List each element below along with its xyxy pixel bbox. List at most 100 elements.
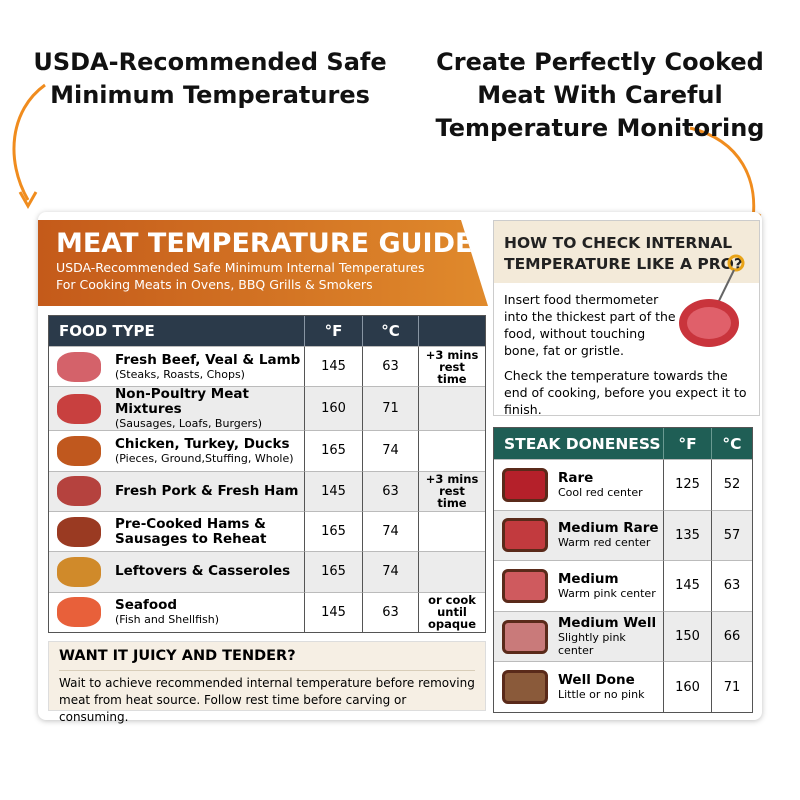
food-icon [57,435,101,466]
rest-note: +3 mins rest time [425,347,479,386]
steak-icon [502,568,548,603]
steak-detail: Cool red center [558,485,643,499]
food-text: Pre-Cooked Hams & Sausages to Reheat [115,515,304,547]
temp-f: 160 [664,661,712,712]
food-cell: Chicken, Turkey, Ducks (Pieces, Ground,St… [49,430,305,471]
food-text: Fresh Beef, Veal & Lamb (Steaks, Roasts, … [115,351,301,381]
steak-cell: Well Done Little or no pink [494,661,664,712]
steak-cell: Medium Well Slightly pink center [494,610,664,662]
steak-name: Well Done [558,672,635,689]
food-icon [57,393,101,424]
food-name: Leftovers & Casseroles [115,563,291,580]
food-icon [57,556,101,587]
header-cell: °C [363,316,419,346]
header-cell [419,316,485,346]
steak-name: Rare [558,469,594,486]
temp-c: 63 [363,346,419,387]
temp-c: 57 [712,509,752,561]
arrow-left [12,83,46,201]
callout-right: Create Perfectly Cooked Meat With Carefu… [435,48,765,142]
guide-title: MEAT TEMPERATURE GUIDE [56,228,474,259]
steak-name: Medium Rare [558,520,659,537]
food-name: Seafood [115,597,178,614]
note-cell [419,430,485,470]
food-cell: Leftovers & Casseroles [49,551,305,592]
note-cell: +3 mins rest time [419,346,485,386]
food-name: Fresh Beef, Veal & Lamb [115,351,301,368]
food-cell: Fresh Beef, Veal & Lamb (Steaks, Roasts, … [49,346,305,387]
header-cell: °F [664,428,712,459]
callout-left: USDA-Recommended Safe Minimum Temperatur… [33,48,387,109]
note-cell [419,510,485,551]
food-icon [57,516,101,547]
food-detail: (Steaks, Roasts, Chops) [115,367,245,381]
food-detail: (Fish and Shellfish) [115,613,220,627]
tip-title: WANT IT JUICY AND TENDER? [59,648,296,664]
rest-note: +3 mins rest time [425,472,479,511]
tip-box: WANT IT JUICY AND TENDER? Wait to achiev… [48,641,486,724]
note-cell [419,551,485,592]
tip-text: Wait to achieve recommended internal tem… [59,670,475,726]
temp-c: 63 [712,560,752,611]
arrowhead-left [18,191,38,210]
header-cell: °F [305,316,363,346]
steak-detail: Little or no pink [558,688,645,702]
food-icon [57,597,101,628]
steak-detail: Warm pink center [558,586,656,600]
temp-f: 135 [664,509,712,561]
steak-cell: Medium Rare Warm red center [494,509,664,561]
steak-icon [502,518,548,553]
temp-c: 52 [712,459,752,510]
food-text: Chicken, Turkey, Ducks (Pieces, Ground,St… [115,435,294,465]
food-icon [57,351,101,382]
arrow-right [689,126,756,226]
food-name: Chicken, Turkey, Ducks [115,435,290,452]
guide-subtitle: USDA-Recommended Safe Minimum Internal T… [56,260,425,275]
food-icon [57,476,101,507]
temp-c: 71 [363,386,419,431]
steak-text: Well Done Little or no pink [558,672,645,702]
meat-icon [679,254,745,347]
temp-c: 74 [363,510,419,552]
food-detail: (Sausages, Loafs, Burgers) [115,417,263,431]
food-name: Fresh Pork & Fresh Ham [115,482,299,499]
food-text: Non-Poultry Meat Mixtures (Sausages, Loaf… [115,386,304,431]
steak-icon [502,670,548,705]
food-text: Leftovers & Casseroles [115,564,290,579]
steak-text: Rare Cool red center [558,469,643,499]
check-paragraph: Check the temperature towards the end of… [504,368,747,417]
steak-detail: Warm red center [558,536,651,550]
check-paragraph: Insert food thermometer into the thickes… [504,292,676,358]
temp-f: 160 [305,386,363,431]
temp-f: 165 [305,510,363,552]
steak-text: Medium Well Slightly pink center [558,616,663,658]
note-cell: or cook until opaque [419,591,485,632]
temp-c: 63 [363,591,419,632]
steak-cell: Medium Warm pink center [494,560,664,611]
food-name: Non-Poultry Meat Mixtures [115,386,249,418]
temp-f: 145 [305,470,363,511]
rest-note: or cook until opaque [427,593,477,632]
steak-name: Medium [558,570,619,587]
temp-f: 165 [305,430,363,471]
temp-f: 145 [664,560,712,611]
header-cell: °C [712,428,752,459]
food-text: Seafood (Fish and Shellfish) [115,597,220,627]
food-text: Fresh Pork & Fresh Ham [115,482,299,499]
temp-f: 125 [664,459,712,510]
temp-c: 71 [712,661,752,712]
food-cell: Pre-Cooked Hams & Sausages to Reheat [49,510,305,552]
food-name: Pre-Cooked Hams & Sausages to Reheat [115,515,267,547]
steak-text: Medium Rare Warm red center [558,520,659,550]
temp-c: 74 [363,430,419,471]
temp-f: 145 [305,346,363,387]
food-cell: Non-Poultry Meat Mixtures (Sausages, Loaf… [49,386,305,431]
note-cell [419,386,485,431]
temp-f: 150 [664,610,712,662]
food-table: FOOD TYPE °F °C Fresh Beef, Veal & Lamb (Ste… [48,315,486,633]
steak-table: STEAK DONENESS °F °C Rare Cool red center 125… [493,427,753,713]
steak-detail: Slightly pink center [558,631,626,658]
steak-icon [502,467,548,502]
temp-c: 63 [363,470,419,511]
